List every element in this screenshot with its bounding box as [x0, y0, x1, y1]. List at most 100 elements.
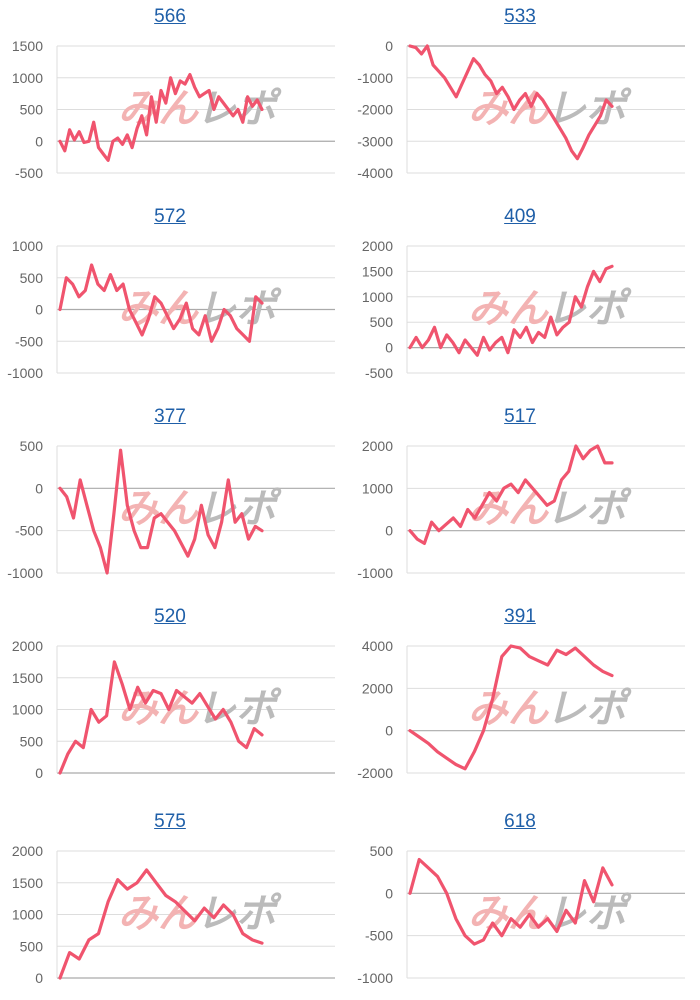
y-tick-label: 1500	[12, 875, 43, 891]
y-tick-label: 2000	[362, 238, 393, 254]
y-tick-label: -1000	[357, 70, 393, 86]
y-tick-label: 500	[370, 314, 394, 330]
series-line	[58, 72, 264, 162]
series-line	[408, 44, 614, 161]
chart-title-link[interactable]: 520	[154, 606, 186, 627]
y-tick-label: 0	[35, 970, 43, 986]
chart-panel: 618 500 0 -500 -1000 みん レポ	[350, 805, 690, 1000]
y-tick-label: -1000	[357, 970, 393, 986]
y-tick-label: 1000	[12, 907, 43, 923]
y-tick-label: 1000	[362, 480, 393, 496]
series-line	[58, 263, 264, 343]
y-tick-label: 4000	[362, 638, 393, 654]
y-tick-label: 0	[35, 480, 43, 496]
y-tick-label: 500	[20, 438, 44, 454]
y-tick-label: -4000	[357, 165, 393, 181]
y-tick-label: 1500	[12, 670, 43, 686]
y-tick-label: 500	[20, 102, 44, 118]
y-tick-label: -2000	[357, 765, 393, 781]
chart-panel: 517 2000 1000 0 -1000 みん レポ	[350, 400, 690, 595]
y-tick-label: -500	[365, 928, 393, 944]
y-tick-label: 2000	[12, 638, 43, 654]
chart-title-link[interactable]: 377	[154, 406, 186, 427]
chart-panel: 391 4000 2000 0 -2000 みん レポ	[350, 600, 690, 795]
chart-title-link[interactable]: 533	[504, 6, 536, 27]
series-line	[408, 644, 614, 771]
y-tick-label: 1000	[12, 238, 43, 254]
y-tick-label: -500	[365, 365, 393, 381]
y-tick-label: -500	[15, 523, 43, 539]
y-tick-label: 2000	[362, 680, 393, 696]
y-tick-label: -1000	[7, 365, 43, 381]
svg-text:みん: みん	[118, 486, 200, 532]
svg-text:みん: みん	[468, 286, 550, 332]
svg-text:みん: みん	[468, 891, 550, 937]
chart-panel: 572 1000 500 0 -500 -1000 みん レポ	[0, 200, 340, 395]
y-tick-label: 1000	[362, 289, 393, 305]
y-tick-label: 0	[385, 523, 393, 539]
y-tick-label: -500	[15, 333, 43, 349]
chart-panel: 520 2000 1500 1000 500 0 みん レポ	[0, 600, 340, 795]
svg-text:レポ: レポ	[546, 486, 632, 532]
y-tick-label: 1500	[12, 38, 43, 54]
chart-panel: 575 2000 1500 1000 500 0 みん レポ	[0, 805, 340, 1000]
svg-text:レポ: レポ	[196, 286, 282, 332]
series-line	[58, 868, 264, 980]
series-line	[58, 448, 264, 575]
svg-text:レポ: レポ	[546, 86, 632, 132]
svg-text:レポ: レポ	[546, 286, 632, 332]
chart-title-link[interactable]: 391	[504, 606, 536, 627]
y-tick-label: -2000	[357, 102, 393, 118]
y-tick-label: 2000	[362, 438, 393, 454]
y-tick-label: 0	[385, 885, 393, 901]
chart-title-link[interactable]: 409	[504, 206, 536, 227]
y-tick-label: 500	[20, 270, 44, 286]
chart-title-link[interactable]: 575	[154, 811, 186, 832]
y-tick-label: 1500	[362, 263, 393, 279]
y-tick-label: 1000	[12, 702, 43, 718]
y-tick-label: 0	[35, 133, 43, 149]
y-tick-label: 1000	[12, 70, 43, 86]
svg-text:レポ: レポ	[546, 686, 632, 732]
series-line	[58, 660, 264, 775]
svg-text:レポ: レポ	[196, 486, 282, 532]
svg-text:レポ: レポ	[546, 891, 632, 937]
y-tick-label: 0	[385, 340, 393, 356]
series-line	[408, 857, 614, 946]
y-tick-label: 500	[370, 843, 394, 859]
y-tick-label: 0	[35, 302, 43, 318]
chart-panel: 377 500 0 -500 -1000 みん レポ	[0, 400, 340, 595]
chart-panel: 533 0 -1000 -2000 -3000 -4000 みん レポ	[350, 0, 690, 195]
chart-title-link[interactable]: 572	[154, 206, 186, 227]
chart-panel: 566 1500 1000 500 0 -500 みん レポ	[0, 0, 340, 195]
svg-text:みん: みん	[468, 686, 550, 732]
series-line	[408, 264, 614, 357]
chart-title-link[interactable]: 566	[154, 6, 186, 27]
series-line	[408, 444, 614, 546]
y-tick-label: 500	[20, 733, 44, 749]
chart-title-link[interactable]: 517	[504, 406, 536, 427]
y-tick-label: -1000	[7, 565, 43, 581]
y-tick-label: -500	[15, 165, 43, 181]
chart-title-link[interactable]: 618	[504, 811, 536, 832]
y-tick-label: 2000	[12, 843, 43, 859]
y-tick-label: 500	[20, 938, 44, 954]
y-tick-label: -1000	[357, 565, 393, 581]
chart-panel: 409 2000 1500 1000 500 0 -500 みん レポ	[350, 200, 690, 395]
y-tick-label: 0	[35, 765, 43, 781]
